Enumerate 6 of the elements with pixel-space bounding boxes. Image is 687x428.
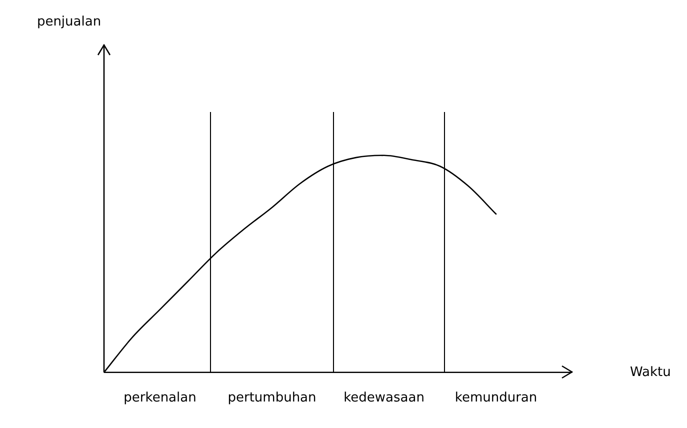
x-axis-title: Waktu (630, 364, 671, 380)
x-tick-label: kemunduran (454, 390, 538, 406)
x-tick-label: kedewasaan (344, 390, 424, 406)
x-tick-label: perkenalan (124, 390, 196, 406)
text: penjualan (36, 14, 102, 30)
x-tick-label: pertumbuhan (228, 390, 316, 406)
